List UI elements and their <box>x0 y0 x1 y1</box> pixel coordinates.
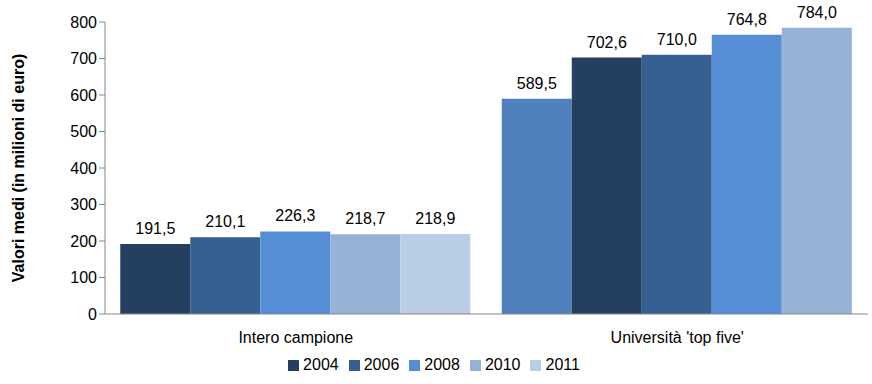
svg-text:100: 100 <box>70 269 97 286</box>
svg-text:218,9: 218,9 <box>415 210 455 227</box>
svg-text:600: 600 <box>70 87 97 104</box>
html-text:2004: 2004 <box>303 356 339 373</box>
svg-text:210,1: 210,1 <box>205 213 245 230</box>
svg-text:400: 400 <box>70 160 97 177</box>
svg-text:226,3: 226,3 <box>275 207 315 224</box>
html-text:2010: 2010 <box>484 356 521 373</box>
svg-text:589,5: 589,5 <box>517 75 557 92</box>
svg-text:0: 0 <box>88 306 97 323</box>
svg-text:Valori medi (in milioni di eur: Valori medi (in milioni di euro) <box>10 54 27 282</box>
svg-text:218,7: 218,7 <box>345 210 385 227</box>
svg-text:764,8: 764,8 <box>727 11 767 28</box>
html-text:2006: 2006 <box>363 356 400 373</box>
svg-text:710,0: 710,0 <box>657 31 697 48</box>
svg-text:700: 700 <box>70 50 97 67</box>
html-text:2008: 2008 <box>424 356 460 373</box>
svg-text:191,5: 191,5 <box>135 220 175 237</box>
svg-text:500: 500 <box>70 123 97 140</box>
html-text:2011: 2011 <box>545 356 580 373</box>
svg-text:200: 200 <box>70 233 97 250</box>
svg-text:800: 800 <box>70 14 97 31</box>
svg-text:702,6: 702,6 <box>587 34 627 51</box>
svg-text:784,0: 784,0 <box>797 4 837 21</box>
svg-text:Intero campione: Intero campione <box>238 329 353 346</box>
svg-text:300: 300 <box>70 196 97 213</box>
svg-text:Università 'top five': Università 'top five' <box>611 329 744 346</box>
